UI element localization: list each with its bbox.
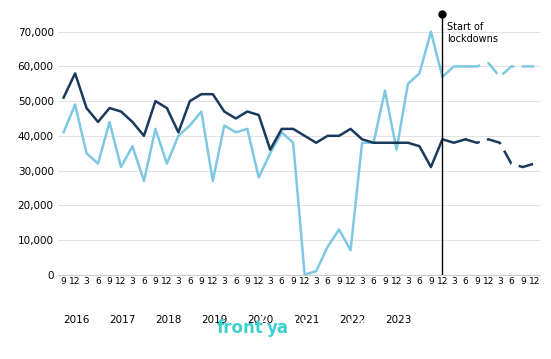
Text: 2021: 2021 xyxy=(293,314,320,325)
Text: Insights: Insights xyxy=(296,318,377,337)
Text: Start of
lockdowns: Start of lockdowns xyxy=(447,22,498,44)
Text: ya: ya xyxy=(267,318,289,337)
Text: 2020: 2020 xyxy=(247,314,273,325)
Text: 2018: 2018 xyxy=(155,314,182,325)
Text: front: front xyxy=(217,318,263,337)
Text: 2017: 2017 xyxy=(110,314,136,325)
Text: 2016: 2016 xyxy=(63,314,90,325)
Text: 2023: 2023 xyxy=(385,314,412,325)
Text: 2022: 2022 xyxy=(339,314,365,325)
Text: 2019: 2019 xyxy=(201,314,228,325)
